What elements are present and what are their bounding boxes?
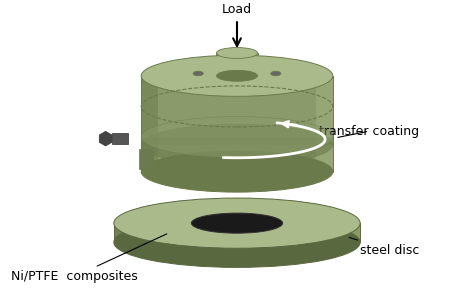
- Bar: [111, 133, 128, 144]
- Bar: [114, 223, 360, 242]
- Ellipse shape: [141, 117, 333, 158]
- Ellipse shape: [191, 213, 283, 233]
- Ellipse shape: [217, 70, 257, 81]
- Bar: [217, 53, 220, 76]
- Bar: [141, 76, 158, 171]
- Bar: [217, 53, 257, 76]
- Bar: [114, 223, 128, 242]
- Text: Ni/PTFE  composites: Ni/PTFE composites: [11, 234, 167, 283]
- Ellipse shape: [141, 151, 333, 192]
- Ellipse shape: [271, 71, 281, 76]
- Ellipse shape: [114, 198, 360, 248]
- Ellipse shape: [114, 217, 360, 267]
- Bar: [141, 137, 333, 145]
- Text: steel disc: steel disc: [349, 237, 419, 257]
- Ellipse shape: [193, 71, 203, 76]
- Bar: [139, 149, 153, 169]
- Bar: [316, 76, 333, 171]
- Bar: [141, 76, 333, 171]
- Ellipse shape: [141, 124, 333, 165]
- Text: Load: Load: [222, 3, 252, 15]
- Ellipse shape: [141, 55, 333, 96]
- Ellipse shape: [217, 48, 257, 58]
- Text: transfer coating: transfer coating: [319, 125, 419, 138]
- Bar: [254, 53, 257, 76]
